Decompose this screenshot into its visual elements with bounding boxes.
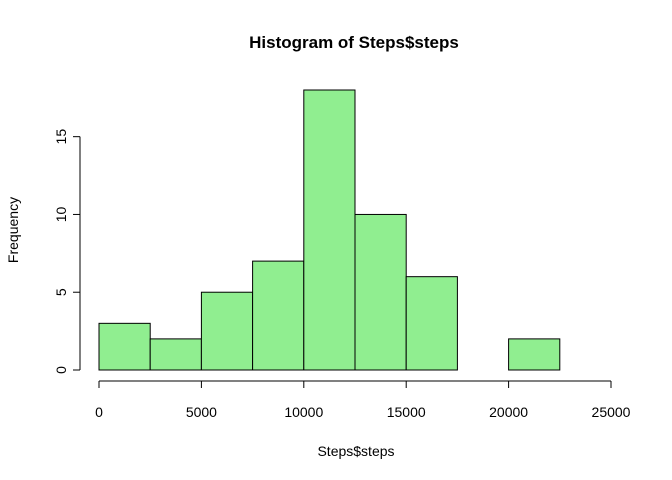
histogram-bar (252, 260, 305, 371)
bars-group (98, 89, 561, 371)
histogram-bar (354, 213, 407, 371)
y-tick-label: 15 (53, 129, 69, 145)
histogram-bar (405, 276, 458, 371)
x-tick-label: 10000 (284, 404, 323, 420)
histogram-bar (303, 89, 356, 371)
y-tick-label: 0 (53, 366, 69, 374)
y-axis: 0 5 10 15 (53, 129, 81, 374)
histogram-bar (200, 291, 254, 371)
x-axis: 0 5000 10000 15000 20000 25000 (95, 380, 631, 420)
y-tick-label: 5 (53, 288, 69, 296)
x-axis-label: Steps$steps (317, 443, 394, 459)
y-tick-label: 10 (53, 206, 69, 222)
histogram-bar (98, 322, 151, 371)
x-tick-label: 0 (95, 404, 103, 420)
x-tick-label: 25000 (592, 404, 631, 420)
histogram-bar (149, 338, 202, 371)
x-tick-label: 5000 (186, 404, 217, 420)
x-tick-label: 15000 (387, 404, 426, 420)
x-tick-label: 20000 (489, 404, 528, 420)
y-axis-label: Frequency (5, 197, 21, 263)
chart-title: Histogram of Steps$steps (249, 33, 459, 52)
histogram-bar (508, 338, 561, 371)
